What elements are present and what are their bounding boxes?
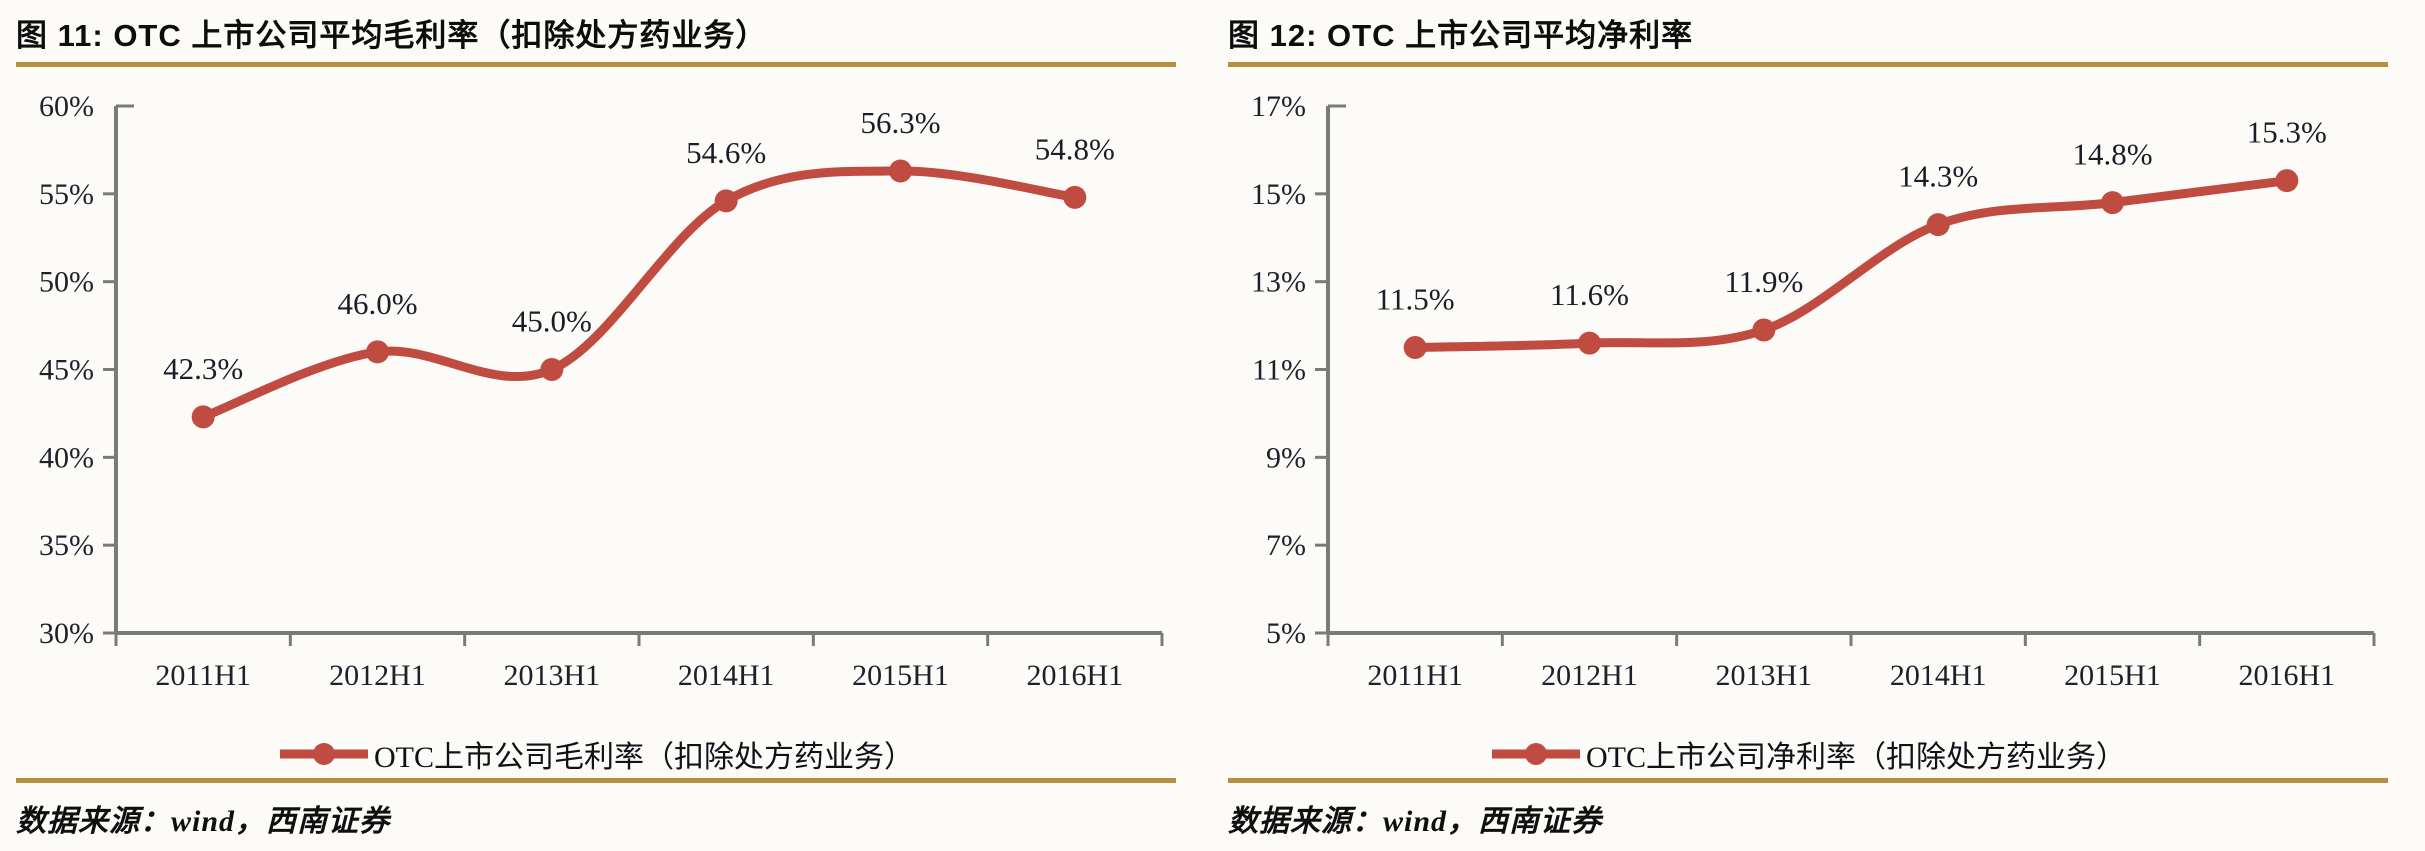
data-point (714, 189, 738, 213)
y-axis-tick-label: 30% (39, 617, 94, 650)
data-point-label: 56.3% (860, 105, 940, 140)
legend-line-marker-icon (1492, 743, 1580, 765)
y-axis-tick-label: 11% (1252, 354, 1306, 387)
y-axis-tick-label: 40% (39, 441, 94, 474)
data-source: 数据来源：wind，西南证券 (1228, 805, 1603, 838)
data-point-label: 54.8% (1035, 131, 1115, 166)
line-chart-gross-margin: 30% 35% 40% 45% 50% 55% 60% 2011H1 2012H1 2013H1 2… (39, 90, 1164, 692)
data-point (540, 358, 564, 381)
data-point-label: 42.3% (163, 351, 243, 386)
series-line (1410, 176, 2292, 353)
y-axis-tick-label: 13% (1251, 266, 1306, 299)
x-axis-tick-label: 2013H1 (1715, 659, 1812, 692)
y-axis-tick-label: 15% (1251, 178, 1306, 211)
gold-divider-bottom (16, 778, 1176, 783)
x-axis-tick-label: 2011H1 (1367, 659, 1463, 692)
y-axis-tick-label: 50% (39, 266, 94, 299)
data-point (1752, 318, 1776, 342)
data-point-label: 15.3% (2247, 115, 2327, 150)
legend: OTC上市公司净利率（扣除处方药业务） (1228, 730, 2388, 778)
y-axis-tick-label: 45% (39, 354, 94, 387)
y-axis-tick-label: 60% (39, 90, 94, 123)
line-chart-net-margin: 5% 7% 9% 11% 13% 15% 17% 2011H1 2012H1 2013H1 2014… (1251, 90, 2376, 692)
chart-panel-net-margin: 图 12: OTC 上市公司平均净利率 5% 7% 9% 11% 13% 15% 17% 20… (1212, 0, 2424, 851)
data-point (1403, 336, 1427, 360)
x-axis-tick-label: 2015H1 (2064, 659, 2161, 692)
y-axis-tick-label: 17% (1251, 90, 1306, 123)
data-point-label: 54.6% (686, 135, 766, 170)
gold-divider-top (16, 62, 1176, 67)
data-point-label: 11.9% (1724, 264, 1803, 299)
x-axis-tick-label: 2014H1 (1890, 659, 1987, 692)
data-point (889, 159, 912, 183)
x-axis-tick-label: 2015H1 (852, 659, 949, 692)
x-axis-tick-label: 2016H1 (1026, 659, 1123, 692)
y-axis-tick-label: 35% (39, 529, 94, 562)
legend-line-marker-icon (280, 743, 368, 765)
data-point (2275, 169, 2299, 193)
x-axis-tick-label: 2013H1 (503, 659, 600, 692)
y-axis-tick-label: 55% (39, 178, 94, 211)
data-point-label: 46.0% (337, 286, 417, 321)
data-source: 数据来源：wind，西南证券 (16, 805, 391, 838)
data-point (1926, 213, 1950, 237)
x-axis-tick-label: 2016H1 (2238, 659, 2335, 692)
legend-label: OTC上市公司净利率（扣除处方药业务） (1586, 741, 2126, 774)
data-point (1578, 331, 1601, 355)
x-axis-tick-label: 2011H1 (155, 659, 251, 692)
figure-title: 图 11: OTC 上市公司平均毛利率（扣除处方药业务） (16, 18, 768, 53)
legend-label: OTC上市公司毛利率（扣除处方药业务） (374, 741, 914, 774)
figure-title: 图 12: OTC 上市公司平均净利率 (1228, 18, 1694, 53)
data-point-label: 11.6% (1550, 277, 1629, 312)
data-point (366, 340, 389, 364)
series-line (198, 166, 1080, 422)
y-axis-tick-label: 5% (1266, 617, 1306, 650)
chart-panel-gross-margin: 图 11: OTC 上市公司平均毛利率（扣除处方药业务） 30% 35% 40% 45… (0, 0, 1212, 851)
gold-divider-top (1228, 62, 2388, 67)
data-point (2101, 191, 2124, 215)
x-axis-tick-label: 2014H1 (678, 659, 775, 692)
data-point (1063, 185, 1087, 209)
x-axis-tick-label: 2012H1 (329, 659, 426, 692)
data-point-label: 14.8% (2072, 137, 2152, 172)
legend: OTC上市公司毛利率（扣除处方药业务） (16, 730, 1176, 778)
data-point-label: 14.3% (1898, 159, 1978, 194)
x-axis-tick-label: 2012H1 (1541, 659, 1638, 692)
data-point (191, 405, 215, 429)
gold-divider-bottom (1228, 778, 2388, 783)
data-point-label: 11.5% (1376, 282, 1455, 317)
y-axis-tick-label: 9% (1266, 441, 1306, 474)
y-axis-tick-label: 7% (1266, 529, 1306, 562)
data-point-label: 45.0% (512, 304, 592, 339)
